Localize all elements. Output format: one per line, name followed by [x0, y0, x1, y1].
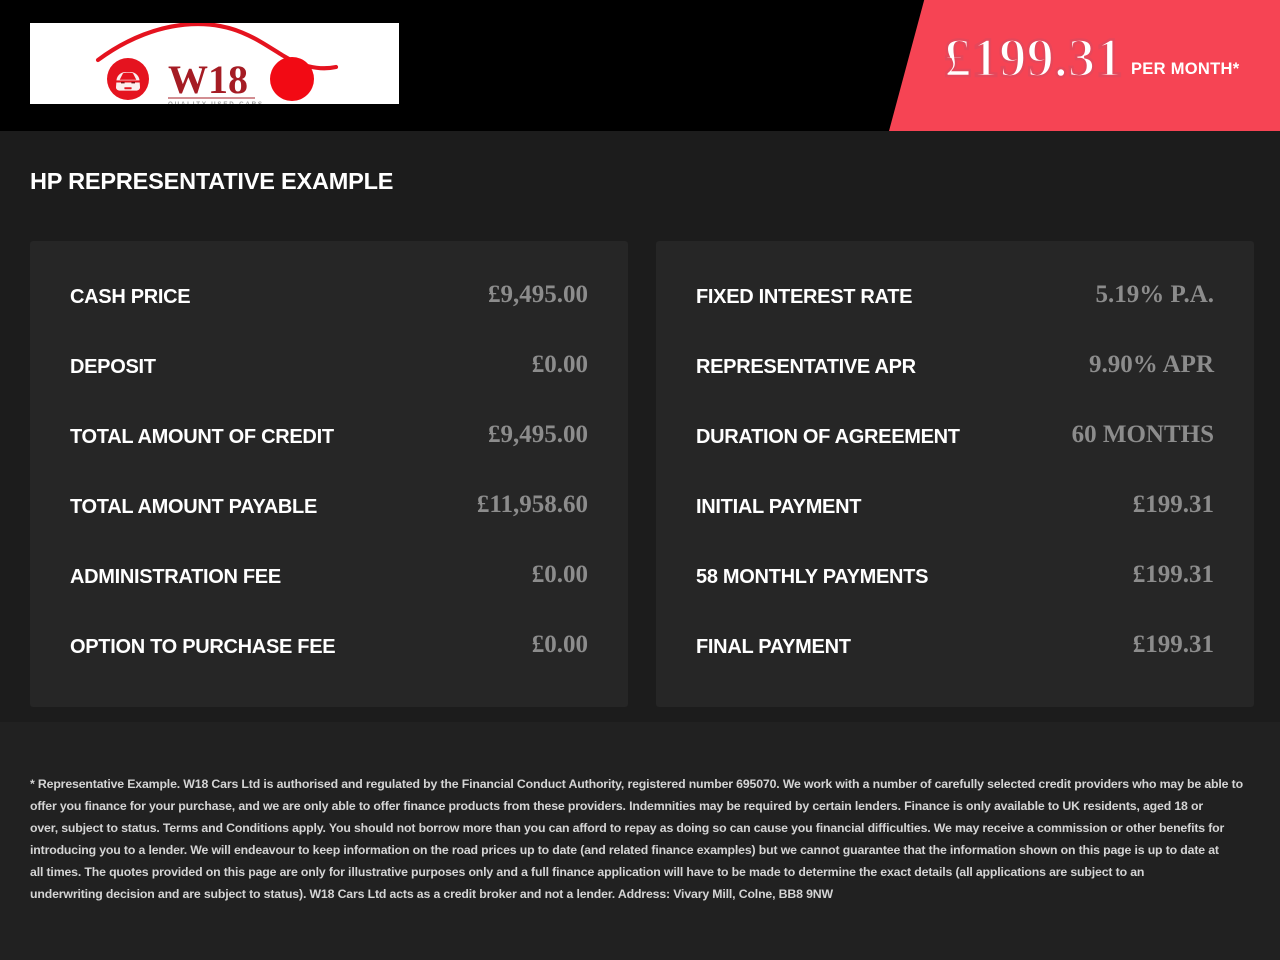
svg-text:W18: W18: [168, 57, 248, 102]
svg-text:QUALITY USED CARS: QUALITY USED CARS: [168, 101, 264, 104]
